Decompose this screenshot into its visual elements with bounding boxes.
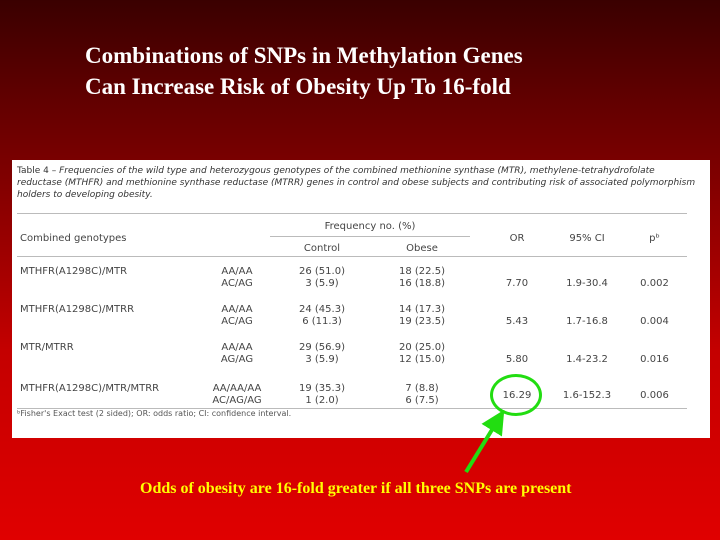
slide-title-line-2: Can Increase Risk of Obesity Up To 16-fo… [85,74,511,99]
row-3-genotype-1: AA/AA [221,342,253,353]
row-3-name: MTR/MTRR [20,342,74,353]
row-2-genotype-2: AC/AG [221,316,253,327]
table-footnote: ᵇFisher's Exact test (2 sided); OR: odds… [17,409,292,418]
header-frequency: Frequency no. (%) [324,221,416,232]
header-combined-genotypes: Combined genotypes [20,233,127,244]
row-4-control-2: 1 (2.0) [305,395,339,406]
row-2-genotype-1: AA/AA [221,304,253,315]
row-4-ci: 1.6-152.3 [562,390,612,401]
row-1-genotype-2: AC/AG [221,278,253,289]
rule-frequency [270,236,470,237]
header-control: Control [303,243,341,254]
row-2-control-1: 24 (45.3) [299,304,345,315]
row-4-name: MTHFR(A1298C)/MTR/MTRR [20,383,160,394]
row-1-ci: 1.9-30.4 [566,278,608,289]
header-obese: Obese [406,243,438,254]
rule-bottom [17,408,687,409]
header-ci: 95% CI [569,233,605,244]
header-p: pᵇ [649,233,660,244]
rule-top [17,213,687,214]
header-or: OR [509,233,525,244]
table-caption: Table 4 – Frequencies of the wild type a… [17,165,697,201]
row-1-or: 7.70 [505,278,529,289]
row-2-name: MTHFR(A1298C)/MTRR [20,304,135,315]
row-3-control-1: 29 (56.9) [299,342,345,353]
row-4-control-1: 19 (35.3) [299,383,345,394]
highlight-circle [490,374,542,416]
table-caption-text: Frequencies of the wild type and heteroz… [17,166,696,200]
row-2-obese-2: 19 (23.5) [399,316,445,327]
row-3-p: 0.016 [640,354,669,365]
row-2-p: 0.004 [640,316,669,327]
rule-header [17,256,687,257]
row-2-or: 5.43 [505,316,529,327]
row-3-obese-2: 12 (15.0) [399,354,445,365]
row-1-control-1: 26 (51.0) [299,266,345,277]
row-4-genotype-2: AC/AG/AG [212,395,262,406]
row-1-name: MTHFR(A1298C)/MTR [20,266,128,277]
table-image: Table 4 – Frequencies of the wild type a… [12,160,710,438]
row-1-p: 0.002 [640,278,669,289]
row-1-control-2: 3 (5.9) [305,278,339,289]
row-4-obese-1: 7 (8.8) [405,383,439,394]
row-1-genotype-1: AA/AA [221,266,253,277]
row-1-obese-2: 16 (18.8) [399,278,445,289]
row-3-control-2: 3 (5.9) [305,354,339,365]
row-3-or: 5.80 [505,354,529,365]
row-3-genotype-2: AG/AG [220,354,254,365]
row-1-obese-1: 18 (22.5) [399,266,445,277]
row-3-ci: 1.4-23.2 [566,354,608,365]
row-3-obese-1: 20 (25.0) [399,342,445,353]
row-4-obese-2: 6 (7.5) [405,395,439,406]
annotation-note: Odds of obesity are 16-fold greater if a… [140,480,572,497]
row-2-ci: 1.7-16.8 [566,316,608,327]
row-4-genotype-1: AA/AA/AA [212,383,262,394]
row-2-obese-1: 14 (17.3) [399,304,445,315]
slide-title-line-1: Combinations of SNPs in Methylation Gene… [85,43,523,68]
row-2-control-2: 6 (11.3) [302,316,342,327]
slide-title: Combinations of SNPs in Methylation Gene… [85,40,685,102]
table-caption-lead: Table 4 – [17,166,60,176]
row-4-p: 0.006 [640,390,669,401]
